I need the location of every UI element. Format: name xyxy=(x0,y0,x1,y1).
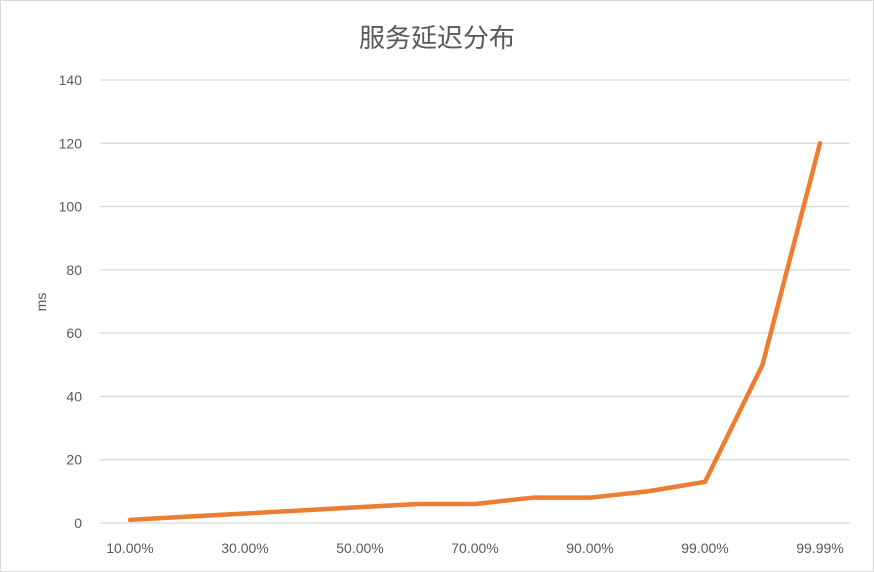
x-tick-label: 70.00% xyxy=(451,540,498,556)
y-axis-label: ms xyxy=(33,293,49,312)
x-tick-label: 10.00% xyxy=(106,540,153,556)
y-tick-label: 0 xyxy=(74,515,82,531)
series-line xyxy=(127,141,823,523)
y-tick-label: 80 xyxy=(66,262,82,278)
x-tick-label: 99.99% xyxy=(796,540,843,556)
x-tick-label: 99.00% xyxy=(681,540,728,556)
x-tick-label: 50.00% xyxy=(336,540,383,556)
x-tick-label: 30.00% xyxy=(221,540,268,556)
y-tick-label: 20 xyxy=(66,452,82,468)
y-tick-label: 120 xyxy=(59,135,83,151)
y-tick-label: 60 xyxy=(66,325,82,341)
y-tick-label: 40 xyxy=(66,388,82,404)
x-tick-label: 90.00% xyxy=(566,540,613,556)
chart-title: 服务延迟分布 xyxy=(359,24,515,54)
y-tick-label: 100 xyxy=(59,199,83,215)
y-tick-label: 140 xyxy=(59,72,83,88)
